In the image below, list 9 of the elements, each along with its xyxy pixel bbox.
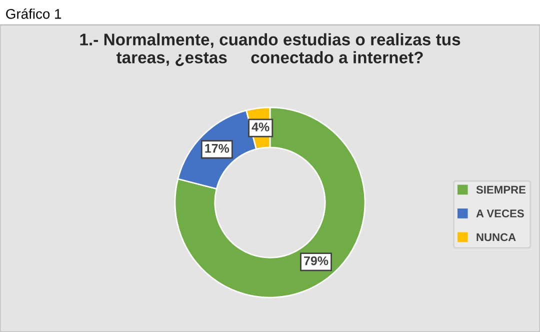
chart-title: 1.- Normalmente, cuando estudias o realizas tus tareas, ¿estas conectado a internet? [80,33,460,66]
legend-label: SIEMPRE [476,186,526,194]
legend-label: A VECES [476,210,524,218]
legend-label: NUNCA [476,233,516,242]
data-label: 79% [304,256,328,266]
data-label: 17% [205,144,230,153]
donut-slice [174,106,366,298]
text: Gráfico 1 [6,8,62,19]
data-label: 4% [252,122,270,132]
